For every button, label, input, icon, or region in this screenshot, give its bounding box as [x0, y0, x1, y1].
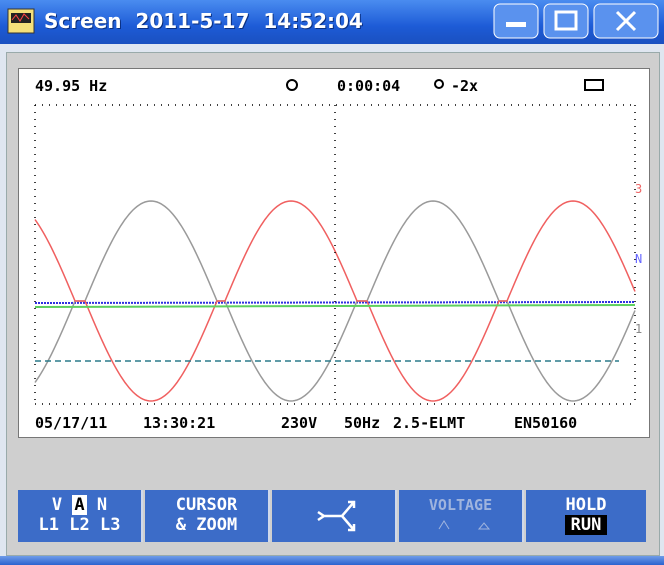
- scope-display: 49.95 Hz 0:00:04 -2x 3 N 1 05/17/11 13:3…: [34, 77, 642, 432]
- trace-l2: [34, 304, 636, 308]
- minimize-button[interactable]: [493, 3, 539, 39]
- cursor-softkey[interactable]: CURSOR & ZOOM: [145, 490, 270, 542]
- elapsed-time: 0:00:04: [337, 77, 400, 95]
- key-label: L3: [99, 515, 121, 535]
- trace-label: N: [635, 252, 642, 266]
- vector-icon: [317, 500, 356, 532]
- key-label: N: [96, 495, 108, 515]
- key-label: CURSOR: [175, 495, 238, 515]
- battery-icon: [584, 79, 604, 91]
- trace-label: 1: [635, 322, 642, 336]
- key-label: V: [51, 495, 63, 515]
- key-label: L1: [38, 515, 59, 535]
- date: 05/17/11: [35, 414, 107, 432]
- voltage-softkey: VOLTAGE: [399, 490, 524, 542]
- close-glyph: [615, 10, 637, 32]
- window-title: Screen 2011-5-17 14:52:04: [44, 9, 363, 33]
- app-icon-screen: [11, 13, 31, 23]
- vector-glyph: [317, 500, 356, 532]
- key-label: L2: [69, 515, 90, 535]
- configuration: 2.5-ELMT: [393, 414, 465, 432]
- hold-softkey[interactable]: HOLD RUN: [526, 490, 646, 542]
- phase-softkey[interactable]: V A N L1 L2 L3: [18, 490, 143, 542]
- maximize-button[interactable]: [543, 3, 589, 39]
- nominal-voltage: 230V: [281, 414, 317, 432]
- voltage-glyph: [438, 520, 491, 530]
- trace-label: 3: [635, 182, 642, 196]
- minimize-glyph: [506, 22, 526, 27]
- key-label-disabled: VOLTAGE: [428, 496, 493, 514]
- maximize-glyph: [554, 10, 578, 31]
- trace-n: [34, 301, 636, 304]
- app-icon-wave: [11, 13, 30, 22]
- clock: 13:30:21: [143, 414, 215, 432]
- trace-l3: [34, 200, 636, 402]
- zoom-level: -2x: [451, 77, 478, 95]
- title-bar: Screen 2011-5-17 14:52:04: [0, 0, 664, 44]
- softkey-bar: V A N L1 L2 L3 CURSOR & ZOOM VOLTAGE HOL…: [12, 490, 646, 542]
- vector-softkey[interactable]: [272, 490, 397, 542]
- key-label: & ZOOM: [175, 515, 238, 535]
- frequency: 49.95 Hz: [35, 77, 107, 95]
- voltage-icons: [438, 520, 491, 530]
- zoom-icon: [434, 79, 444, 89]
- key-label-selected: A: [72, 495, 87, 515]
- key-label-active: RUN: [564, 515, 608, 535]
- timer-icon: [286, 79, 298, 91]
- bottom-edge: [0, 556, 664, 565]
- nominal-frequency: 50Hz: [344, 414, 380, 432]
- title-icons: [7, 3, 659, 39]
- display: 49.95 Hz 0:00:04 -2x 3 N 1 05/17/11 13:3…: [18, 68, 650, 438]
- key-label: HOLD: [565, 495, 607, 515]
- standard: EN50160: [514, 414, 577, 432]
